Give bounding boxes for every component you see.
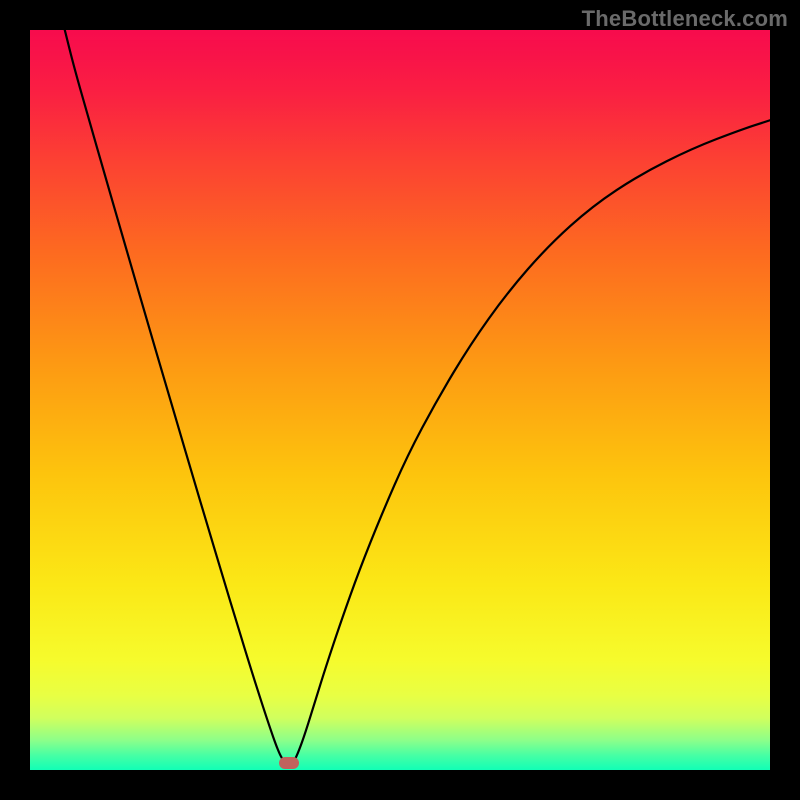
plot-area bbox=[30, 30, 770, 770]
optimal-point-marker bbox=[279, 757, 299, 769]
watermark-text: TheBottleneck.com bbox=[582, 6, 788, 32]
chart-container: TheBottleneck.com bbox=[0, 0, 800, 800]
bottleneck-curve bbox=[30, 30, 770, 770]
